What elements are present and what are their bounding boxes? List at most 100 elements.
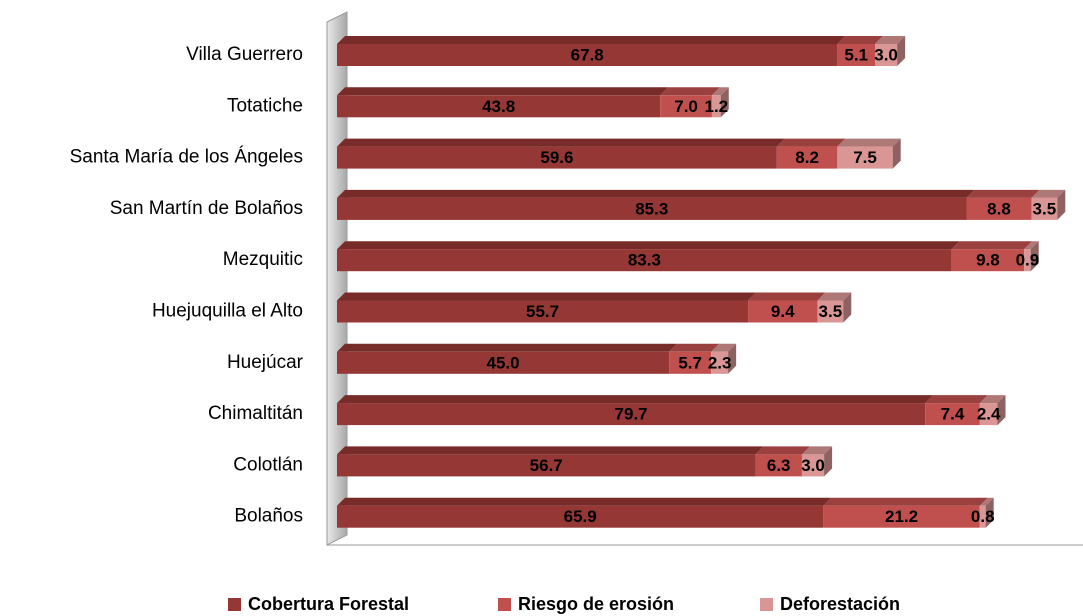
bar-segment — [337, 197, 967, 220]
bar-top — [337, 343, 678, 352]
bar-top — [823, 497, 988, 506]
bar-segment — [925, 403, 980, 426]
bar-segment — [337, 454, 756, 477]
bar-top — [337, 395, 934, 404]
bar-top — [337, 446, 764, 455]
category-label: San Martín de Bolaños — [110, 198, 303, 219]
value-label: 7.4 — [941, 405, 965, 424]
category-label: Bolaños — [234, 506, 303, 527]
bar-top — [966, 189, 1040, 198]
bar-segment — [337, 146, 777, 169]
bar-top — [1031, 189, 1066, 198]
bar-top — [925, 395, 988, 404]
bar-side — [1030, 241, 1039, 272]
bar-side — [824, 446, 833, 477]
bar-top — [337, 36, 846, 44]
value-label: 7.5 — [853, 148, 877, 167]
bar-top — [875, 36, 906, 44]
bar-segment — [1031, 197, 1058, 220]
bar-segment — [837, 146, 893, 169]
bar-top — [669, 343, 720, 352]
bar-segment — [966, 197, 1032, 220]
category-label: Totatiche — [227, 95, 303, 116]
bar-segment — [337, 44, 838, 66]
legend-label: Cobertura Forestal — [248, 594, 409, 614]
bar-segment — [337, 95, 661, 118]
bar-segment — [337, 403, 926, 426]
value-label: 3.5 — [1033, 199, 1057, 218]
value-label: 7.0 — [674, 97, 698, 116]
bar-segment — [1024, 249, 1031, 272]
bar-side — [843, 292, 852, 323]
category-label: Santa María de los Ángeles — [70, 147, 303, 168]
category-label: Huejuquilla el Alto — [152, 301, 303, 322]
value-label: 8.2 — [795, 148, 819, 167]
value-label: 2.4 — [977, 405, 1001, 424]
value-label: 9.4 — [771, 302, 795, 321]
bar-top — [337, 497, 832, 506]
value-label: 8.8 — [987, 199, 1011, 218]
value-label: 43.8 — [482, 97, 515, 116]
bar-top — [755, 446, 810, 455]
bar-segment — [755, 454, 802, 477]
bar-segment — [337, 300, 749, 323]
category-label: Huejúcar — [227, 352, 304, 373]
value-label: 45.0 — [487, 353, 520, 372]
value-label: 56.7 — [530, 456, 563, 475]
value-label: 5.1 — [844, 45, 868, 64]
bar-side — [892, 138, 901, 169]
bar-top — [776, 138, 846, 147]
bar-top — [337, 292, 757, 301]
category-label: Colotlán — [233, 454, 303, 475]
bar-segment — [337, 505, 824, 528]
value-label: 6.3 — [767, 456, 791, 475]
value-label: 3.0 — [801, 456, 825, 475]
legend-label: Deforestación — [780, 594, 900, 614]
bar-segment — [801, 454, 825, 477]
plot: Villa Guerrero 67.8 5.1 3.0 Totatiche 43.8 7.0… — [70, 36, 1066, 528]
bar-top — [337, 241, 960, 250]
bar-top — [979, 497, 994, 506]
bar-top — [337, 138, 785, 147]
bar-segment — [776, 146, 838, 169]
bar-segment — [337, 249, 952, 272]
bar-side — [728, 343, 737, 374]
value-label: 0.9 — [1016, 251, 1040, 270]
bar-side — [985, 497, 994, 528]
bar-side — [897, 36, 906, 66]
bar-top — [660, 87, 720, 96]
value-label: 21.2 — [885, 507, 918, 526]
bar-segment — [748, 300, 818, 323]
value-label: 0.8 — [971, 507, 995, 526]
bar-top — [748, 292, 826, 301]
value-label: 59.6 — [540, 148, 573, 167]
value-label: 5.7 — [678, 353, 702, 372]
bar-top — [837, 36, 884, 44]
category-label: Mezquitic — [223, 249, 303, 270]
value-label: 83.3 — [628, 251, 661, 270]
legend-swatch — [498, 598, 511, 611]
bar-top — [1024, 241, 1039, 250]
bar-segment — [875, 44, 898, 66]
bar-segment — [979, 403, 998, 426]
category-label: Villa Guerrero — [186, 44, 303, 65]
bar-segment — [711, 351, 729, 374]
value-label: 65.9 — [564, 507, 597, 526]
value-label: 55.7 — [526, 302, 559, 321]
bar-top — [337, 87, 669, 96]
legend-swatch — [760, 598, 773, 611]
value-label: 9.8 — [976, 251, 1000, 270]
bar-top — [801, 446, 833, 455]
bar-segment — [711, 95, 721, 118]
value-label: 3.5 — [819, 302, 843, 321]
bar-segment — [979, 505, 986, 528]
legend-label: Riesgo de erosión — [518, 594, 674, 614]
value-label: 1.2 — [705, 97, 729, 116]
value-label: 79.7 — [615, 405, 648, 424]
category-label: Chimaltitán — [208, 403, 303, 424]
bar-segment — [823, 505, 980, 528]
bar-top — [817, 292, 852, 301]
bar-segment — [669, 351, 712, 374]
bar-segment — [837, 44, 876, 66]
bar-top — [979, 395, 1006, 404]
